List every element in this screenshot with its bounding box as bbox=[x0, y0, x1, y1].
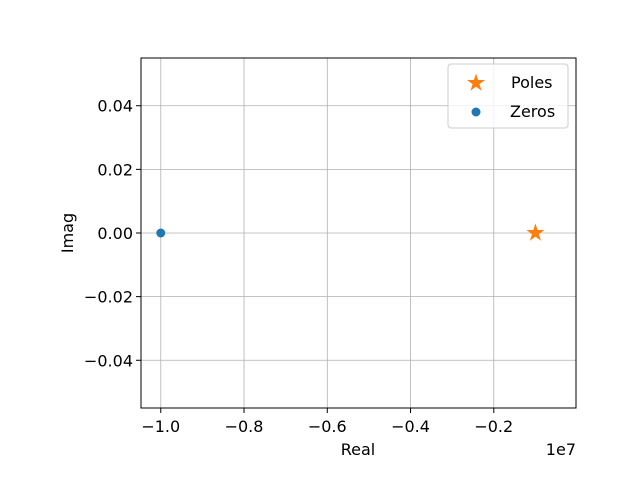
x-tick-label: −0.4 bbox=[391, 417, 430, 436]
data-marks bbox=[156, 223, 545, 241]
y-tick-label: −0.04 bbox=[84, 351, 133, 370]
x-axis-label: Real bbox=[341, 440, 376, 459]
y-tick-label: −0.02 bbox=[84, 288, 133, 307]
x-tick-label: −0.2 bbox=[474, 417, 513, 436]
x-tick-label: −0.6 bbox=[308, 417, 347, 436]
x-tick-label: −1.0 bbox=[141, 417, 180, 436]
y-tick-label: 0.00 bbox=[97, 224, 133, 243]
y-tick-label: 0.04 bbox=[97, 97, 133, 116]
legend-zeros-circle-marker bbox=[471, 107, 481, 117]
legend-poles-star-marker bbox=[466, 73, 486, 91]
legend-poles-label: Poles bbox=[511, 73, 553, 92]
y-axis-label: Imag bbox=[58, 213, 77, 253]
x-axis-offset-label: 1e7 bbox=[546, 440, 576, 459]
axis-ticks: −1.0 −0.8 −0.6 −0.4 −0.2 −0.04 −0.02 0.00 0.02 0.… bbox=[84, 97, 513, 436]
y-tick-label: 0.02 bbox=[97, 160, 133, 179]
pole-point bbox=[526, 223, 545, 241]
zero-point bbox=[156, 228, 166, 238]
legend-zeros-label: Zeros bbox=[510, 102, 555, 121]
x-tick-label: −0.8 bbox=[225, 417, 264, 436]
legend: Poles Zeros bbox=[447, 63, 569, 129]
